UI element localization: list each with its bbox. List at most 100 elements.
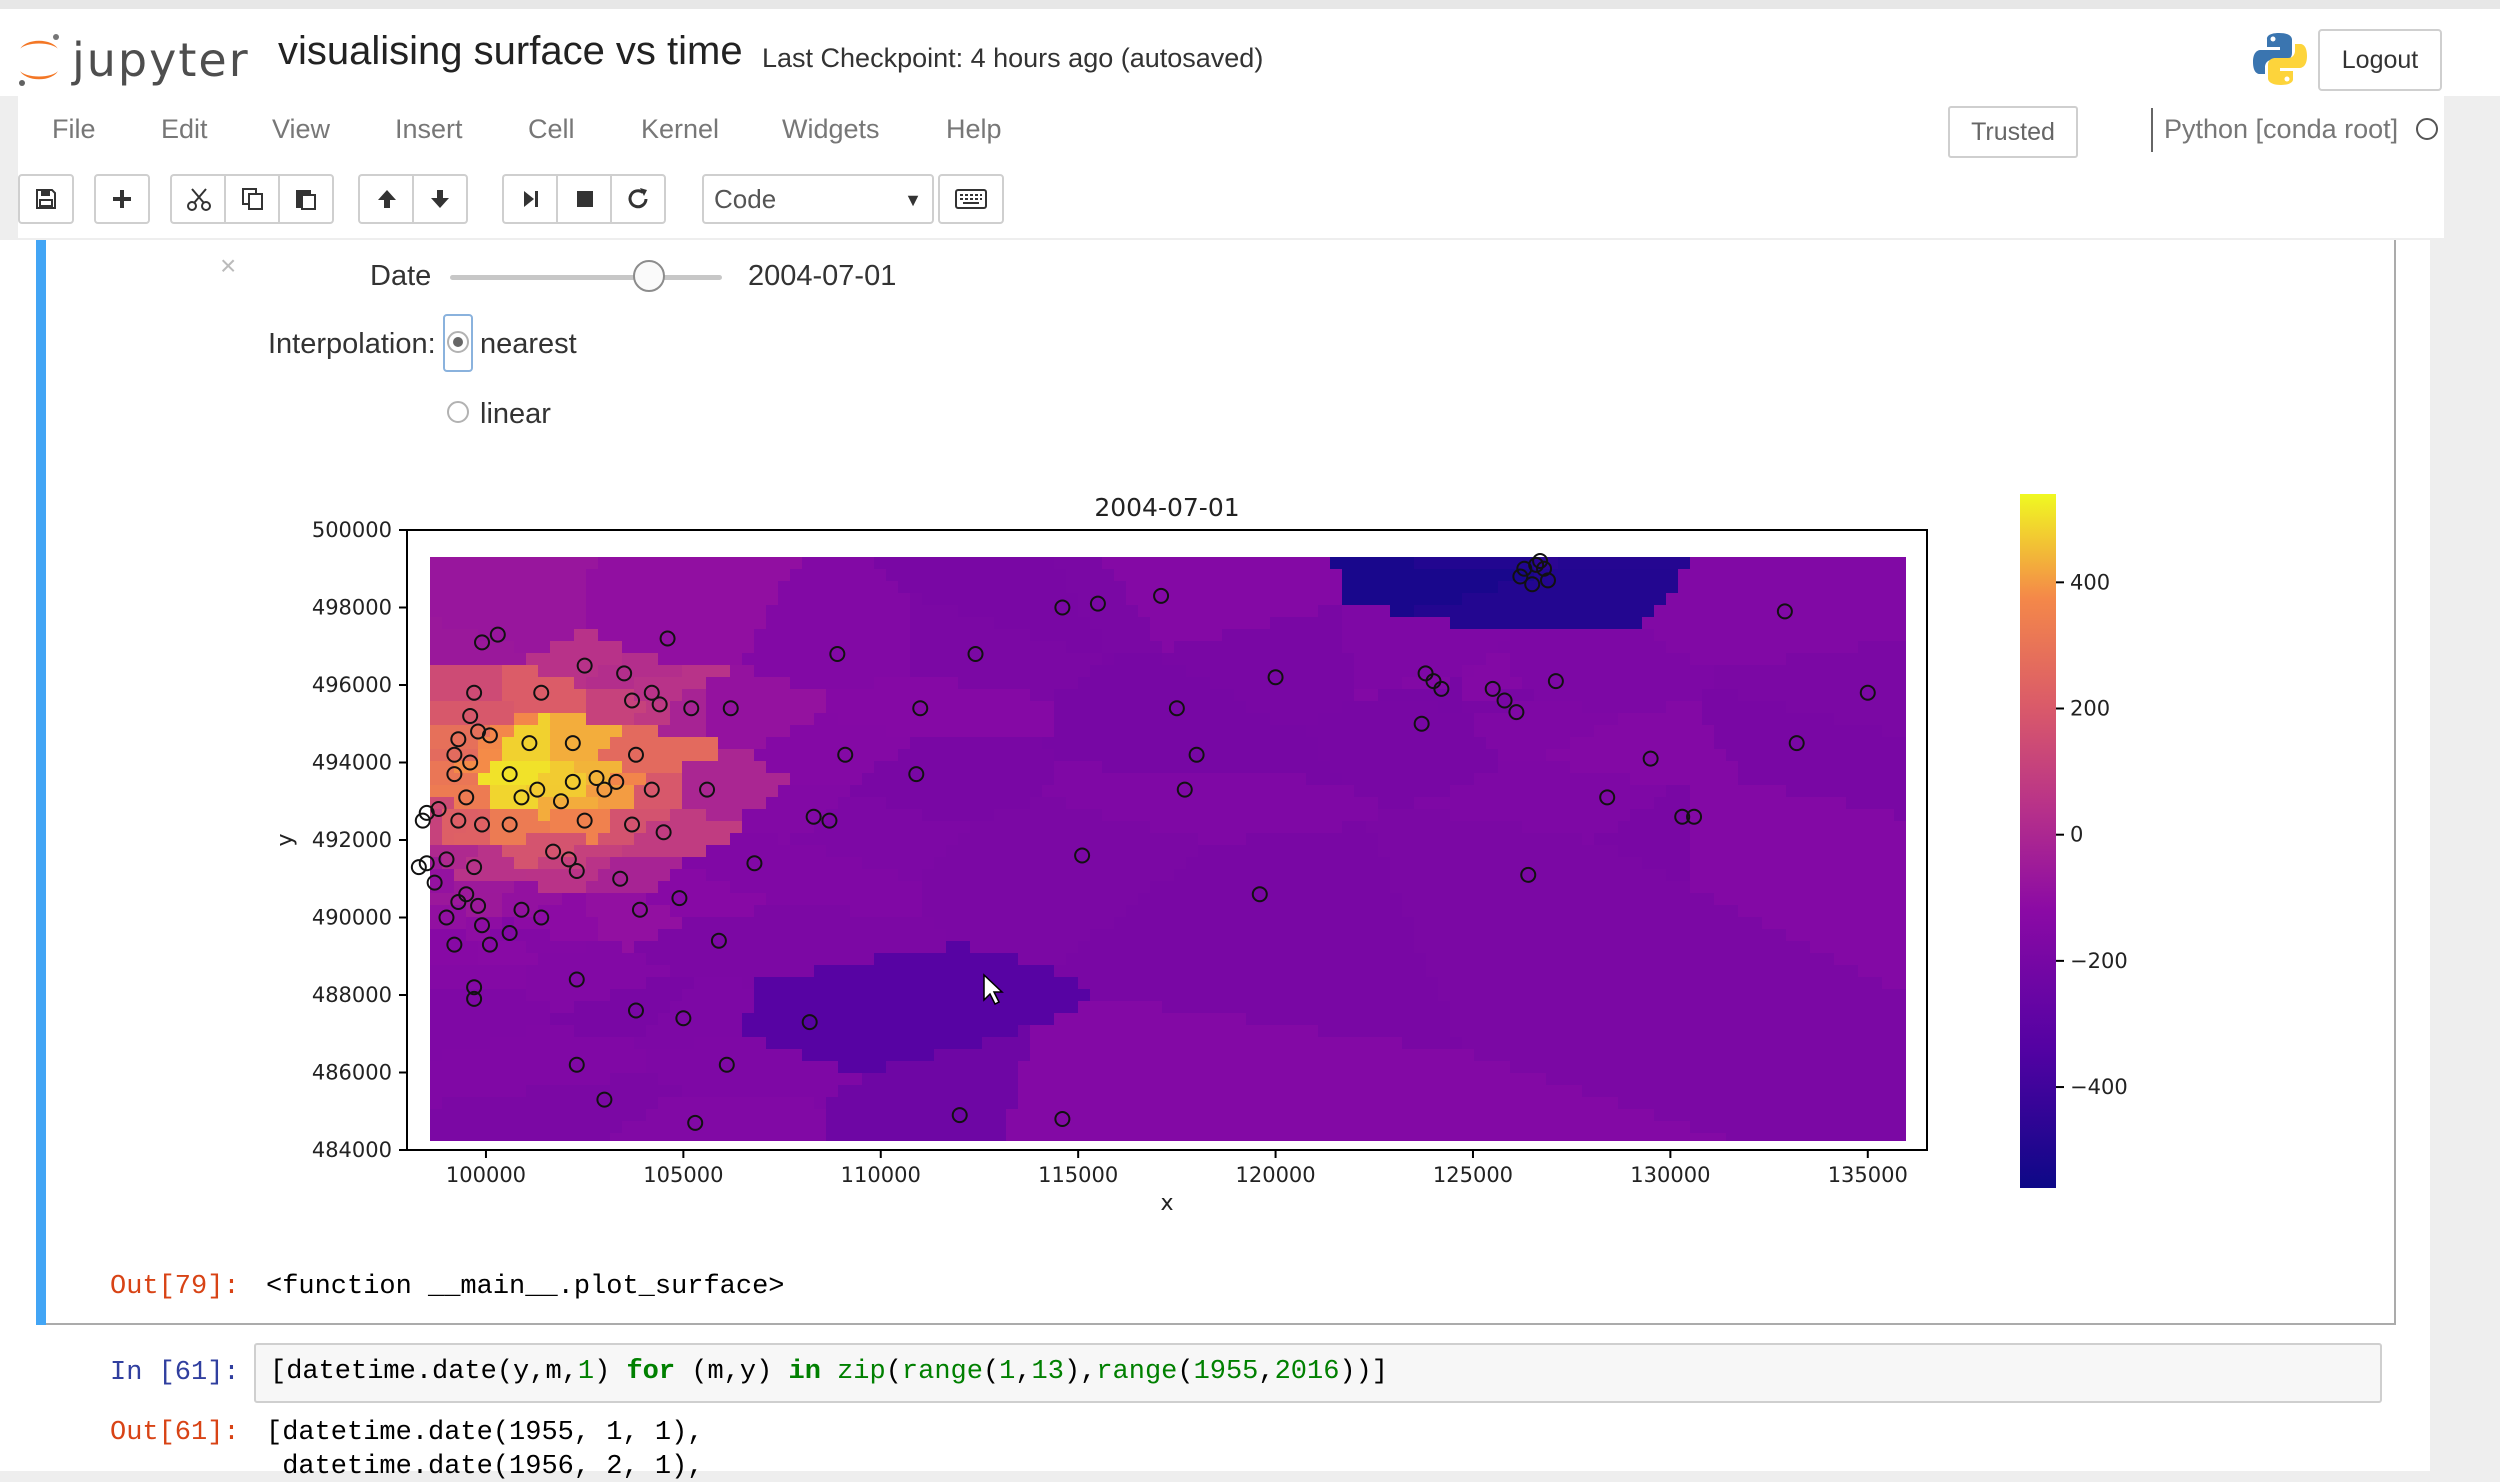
surface-cell: [538, 569, 551, 582]
surface-cell: [1690, 917, 1703, 930]
surface-cell: [790, 869, 803, 882]
surface-cell: [838, 953, 851, 966]
surface-cell: [1054, 845, 1067, 858]
surface-cell: [550, 1001, 563, 1014]
surface-cell: [1282, 941, 1295, 954]
surface-cell: [1318, 677, 1331, 690]
surface-cell: [1678, 653, 1691, 666]
surface-cell: [1306, 845, 1319, 858]
surface-cell: [898, 629, 911, 642]
cut-button[interactable]: [170, 174, 226, 224]
menu-insert[interactable]: Insert: [395, 114, 463, 144]
surface-cell: [1162, 641, 1175, 654]
surface-cell: [802, 929, 815, 942]
surface-cell: [898, 809, 911, 822]
surface-cell: [1378, 1025, 1391, 1038]
surface-cell: [1342, 965, 1355, 978]
radio-linear[interactable]: [447, 401, 469, 423]
cell-type-select[interactable]: Code ▼: [702, 174, 934, 224]
surface-cell: [1390, 845, 1403, 858]
surface-cell: [790, 713, 803, 726]
surface-cell: [1666, 617, 1679, 630]
trusted-indicator[interactable]: Trusted: [1948, 106, 2078, 158]
surface-cell: [1690, 1001, 1703, 1014]
surface-cell: [934, 881, 947, 894]
menu-kernel[interactable]: Kernel: [641, 114, 720, 144]
surface-cell: [1714, 989, 1727, 1002]
save-button[interactable]: [18, 174, 74, 224]
interrupt-button[interactable]: [556, 174, 612, 224]
surface-cell: [1306, 749, 1319, 762]
surface-cell: [1066, 833, 1079, 846]
surface-cell: [958, 749, 971, 762]
surface-cell: [1594, 629, 1607, 642]
jupyter-logo[interactable]: jupyter: [16, 23, 256, 93]
insert-cell-button[interactable]: [94, 174, 150, 224]
command-palette-button[interactable]: [938, 174, 1004, 224]
surface-cell: [958, 893, 971, 906]
restart-kernel-button[interactable]: [610, 174, 666, 224]
surface-cell: [1666, 665, 1679, 678]
surface-cell: [1438, 773, 1451, 786]
date-slider-track[interactable]: [450, 275, 722, 280]
paste-button[interactable]: [278, 174, 334, 224]
surface-cell: [610, 845, 623, 858]
surface-cell: [922, 761, 935, 774]
surface-cell: [982, 905, 995, 918]
surface-cell: [1306, 725, 1319, 738]
surface-cell: [1786, 1013, 1799, 1026]
surface-cell: [1690, 749, 1703, 762]
surface-cell: [1042, 965, 1055, 978]
surface-cell: [1030, 773, 1043, 786]
surface-cell: [778, 845, 791, 858]
copy-button[interactable]: [224, 174, 280, 224]
menu-file[interactable]: File: [52, 114, 96, 144]
python-logo-icon: [2253, 33, 2307, 85]
surface-cell: [1102, 689, 1115, 702]
radio-nearest-label[interactable]: nearest: [480, 328, 577, 360]
surface-cell: [1054, 869, 1067, 882]
notebook-title[interactable]: visualising surface vs time: [278, 29, 743, 73]
surface-cell: [766, 929, 779, 942]
menu-cell[interactable]: Cell: [528, 114, 575, 144]
surface-cell: [1222, 1001, 1235, 1014]
surface-cell: [1282, 737, 1295, 750]
surface-cell: [1138, 749, 1151, 762]
surface-cell: [526, 749, 539, 762]
surface-cell: [910, 593, 923, 606]
surface-cell: [1702, 893, 1715, 906]
surface-cell: [838, 653, 851, 666]
move-up-button[interactable]: [358, 174, 414, 224]
menu-view[interactable]: View: [272, 114, 331, 144]
date-slider-handle[interactable]: [632, 260, 665, 292]
surface-cell: [694, 965, 707, 978]
close-widget-icon[interactable]: ×: [220, 250, 237, 281]
surface-cell: [670, 1025, 683, 1038]
surface-cell: [658, 569, 671, 582]
surface-cell: [1402, 617, 1415, 630]
surface-cell: [1102, 749, 1115, 762]
surface-cell: [490, 689, 503, 702]
surface-cell: [814, 869, 827, 882]
move-down-button[interactable]: [412, 174, 468, 224]
surface-cell: [874, 653, 887, 666]
menu-help[interactable]: Help: [946, 114, 1002, 144]
surface-cell: [1522, 1001, 1535, 1014]
menu-widgets[interactable]: Widgets: [782, 114, 880, 144]
surface-cell: [1618, 725, 1631, 738]
run-cell-button[interactable]: [502, 174, 558, 224]
menu-edit[interactable]: Edit: [161, 114, 208, 144]
surface-cell: [1498, 713, 1511, 726]
radio-nearest[interactable]: [447, 331, 469, 353]
surface-cell: [1426, 989, 1439, 1002]
radio-linear-label[interactable]: linear: [480, 398, 551, 430]
surface-cell: [1198, 953, 1211, 966]
logout-button[interactable]: Logout: [2318, 29, 2442, 91]
surface-cell: [682, 929, 695, 942]
surface-cell: [1570, 1025, 1583, 1038]
kernel-name[interactable]: Python [conda root]: [2164, 114, 2399, 144]
surface-cell: [1150, 1013, 1163, 1026]
surface-cell: [970, 557, 983, 570]
surface-cell: [1774, 713, 1787, 726]
surface-cell: [1402, 1001, 1415, 1014]
